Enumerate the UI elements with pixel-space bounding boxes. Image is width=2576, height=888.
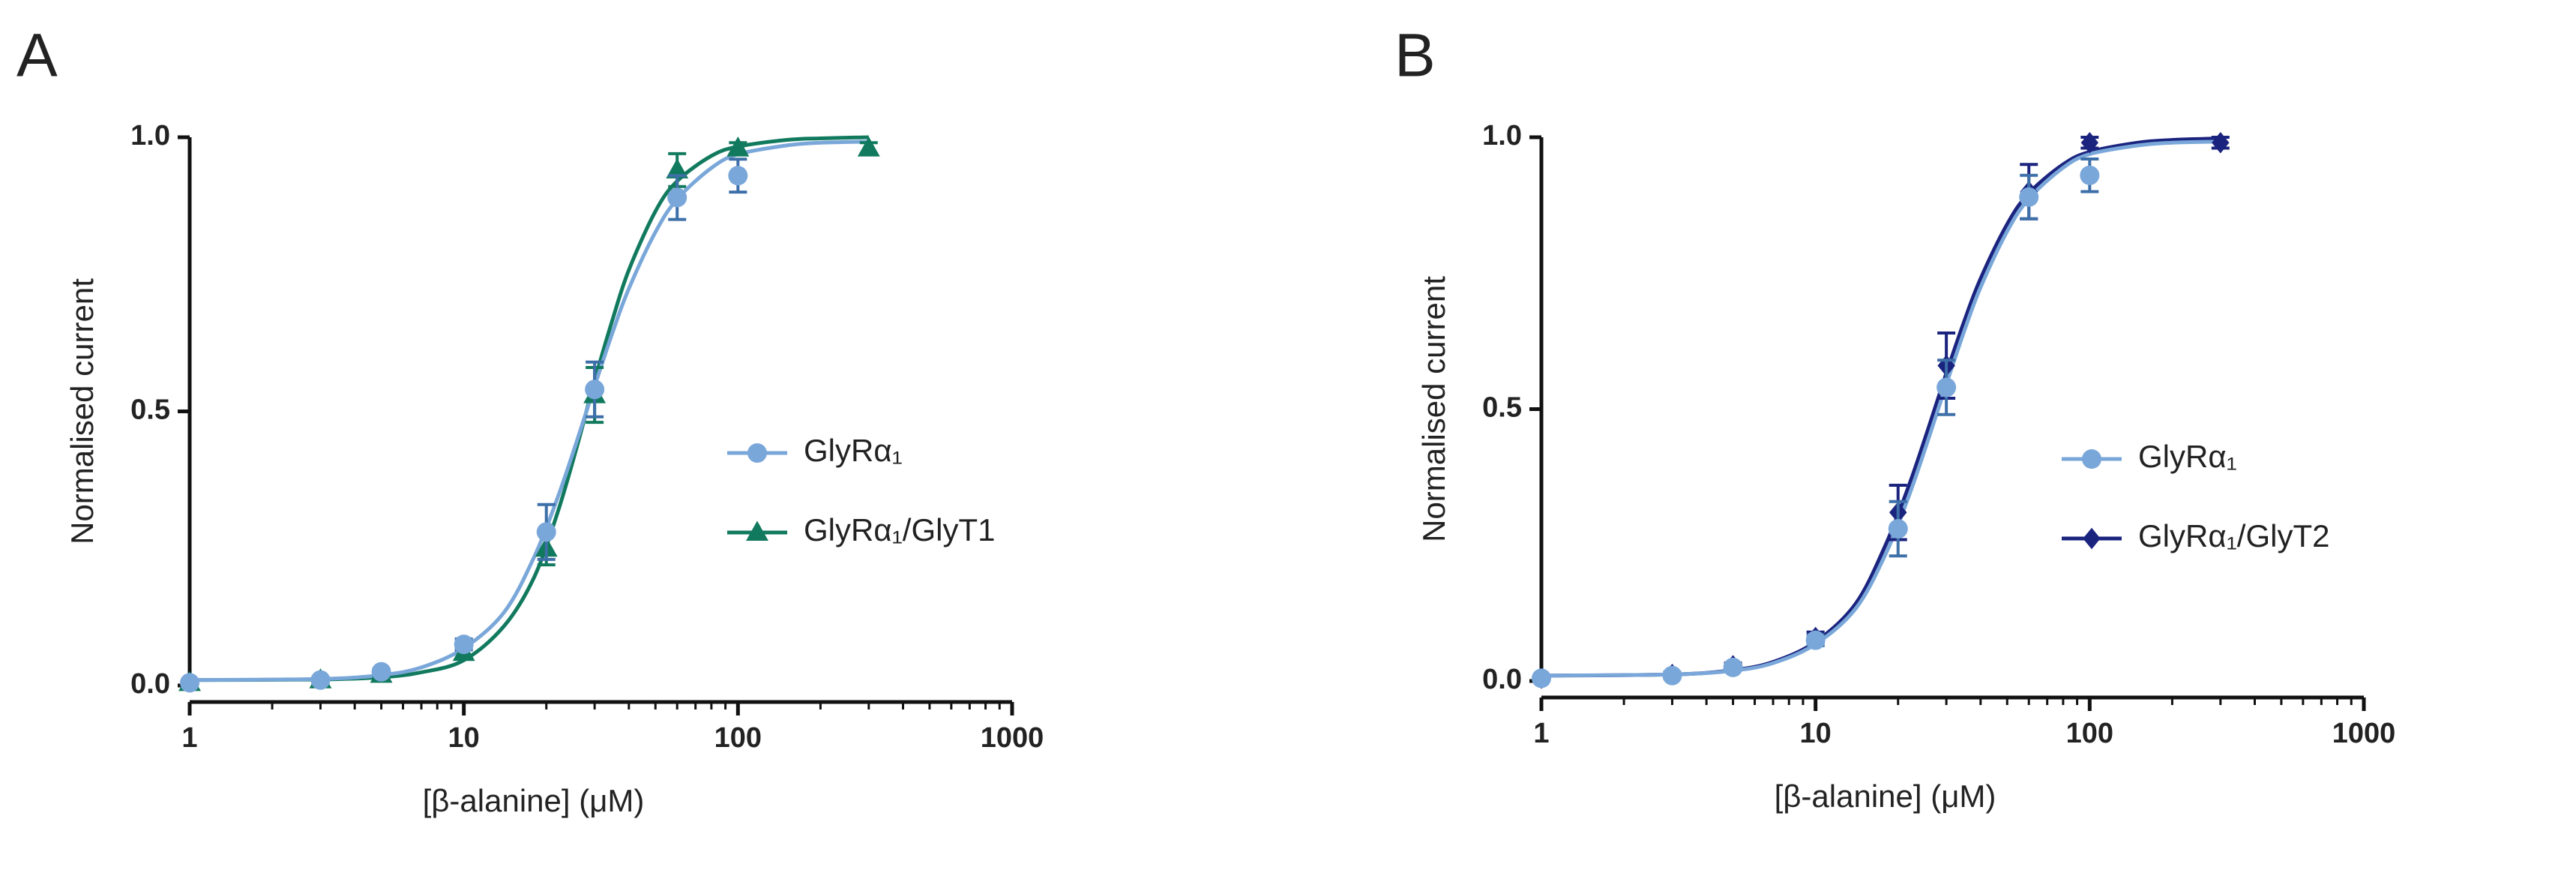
x-tick-label: 10 (448, 722, 480, 754)
marker (180, 673, 199, 693)
marker (2083, 527, 2101, 550)
x-tick-label: 100 (714, 722, 762, 754)
fit-curve (189, 140, 869, 682)
marker (1805, 630, 1826, 650)
marker (2019, 187, 2039, 207)
y-tick-label: 1.0 (1482, 120, 1522, 152)
x-tick-label: 1000 (981, 722, 1044, 754)
x-tick-label: 100 (2066, 718, 2113, 749)
x-tick-label: 1000 (2332, 718, 2396, 749)
y-tick-label: 0.5 (130, 394, 170, 426)
marker (1888, 519, 1908, 538)
marker (728, 166, 748, 186)
marker (1723, 657, 1743, 677)
legend-label: GlyRα₁ (804, 433, 903, 468)
y-tick-label: 0.5 (1482, 392, 1522, 424)
marker (1936, 377, 1957, 398)
fit-curve (1541, 136, 2221, 678)
y-tick-label: 0.0 (130, 668, 170, 700)
chart-panel: B 0.0 0.5 1.0 1 10 100 1000 [β-alanine] (μM) Norm… (1394, 22, 2395, 814)
marker (454, 634, 474, 655)
x-axis-label: [β-alanine] (μM) (1775, 778, 1996, 814)
x-tick-label: 10 (1800, 718, 1832, 749)
fit-curve (189, 135, 869, 682)
marker (2080, 165, 2100, 185)
legend-label: GlyRα₁/GlyT1 (804, 512, 995, 548)
x-tick-label: 1 (1533, 718, 1549, 749)
marker (747, 443, 767, 463)
y-tick-label: 1.0 (130, 120, 170, 152)
marker (2080, 131, 2099, 154)
marker (371, 662, 391, 682)
x-axis-label: [β-alanine] (μM) (423, 783, 645, 818)
marker (857, 136, 880, 157)
marker (667, 188, 687, 208)
marker (1662, 665, 1682, 686)
marker (746, 520, 768, 542)
marker (536, 522, 556, 542)
chart-panel: A 0.0 0.5 1.0 1 10 100 1000 [β-alanine] (μM) Norm… (16, 22, 1044, 818)
marker (2212, 131, 2230, 154)
marker (585, 380, 605, 400)
panel-label: B (1394, 22, 1436, 90)
panel-label: A (16, 22, 58, 90)
legend-label: GlyRα₁ (2138, 439, 2237, 474)
fit-curve (1541, 140, 2221, 678)
y-axis-label: Normalised current (1416, 276, 1451, 542)
marker (666, 158, 689, 178)
y-tick-label: 0.0 (1482, 664, 1522, 695)
x-tick-label: 1 (181, 722, 197, 754)
marker (310, 670, 331, 690)
marker (2082, 449, 2101, 469)
marker (1532, 668, 1551, 688)
marker (726, 136, 750, 157)
legend-label: GlyRα₁/GlyT2 (2138, 518, 2329, 554)
y-axis-label: Normalised current (64, 278, 100, 544)
